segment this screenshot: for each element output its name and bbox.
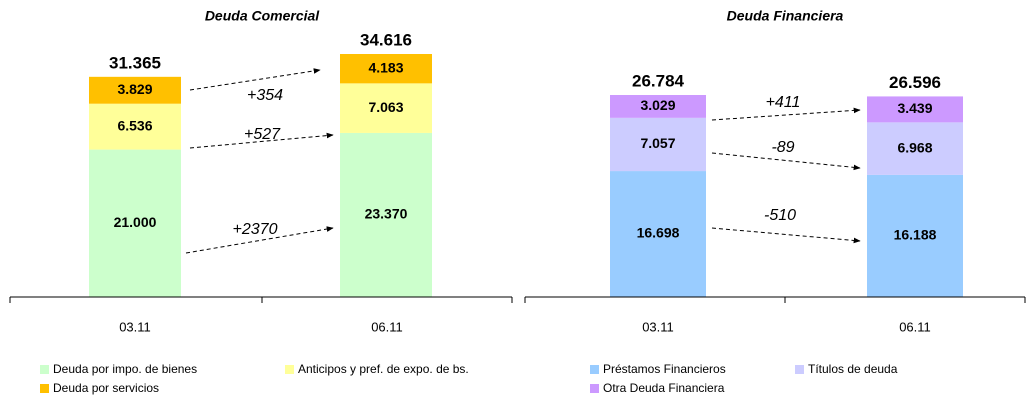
- data-label: 6.536: [117, 117, 152, 133]
- x-tick-label: 03.11: [119, 319, 151, 334]
- total-label: 31.365: [109, 53, 161, 72]
- bar-segment: [867, 122, 963, 175]
- arrow: [711, 152, 861, 171]
- legend-swatch: [40, 384, 49, 393]
- legend-label: Anticipos y pref. de expo. de bs.: [298, 362, 469, 376]
- total-label: 26.784: [632, 71, 685, 90]
- legend-swatch: [40, 365, 49, 374]
- annotation: +527: [244, 126, 281, 143]
- data-label: 3.029: [640, 97, 675, 113]
- legend-swatch: [590, 365, 599, 374]
- bar-segment: [610, 117, 706, 172]
- x-tick-label: 03.11: [642, 319, 674, 334]
- arrow: [189, 132, 334, 149]
- bar-segment: [89, 149, 181, 297]
- x-tick-label: 06.11: [899, 319, 931, 334]
- data-label: 23.370: [365, 206, 408, 222]
- legend-label: Otra Deuda Financiera: [603, 381, 725, 395]
- bar-segment: [610, 95, 706, 118]
- bar-segment: [340, 132, 432, 297]
- data-label: 4.183: [368, 59, 403, 75]
- data-label: 7.057: [640, 135, 675, 151]
- arrow: [185, 226, 334, 254]
- arrow: [189, 68, 321, 91]
- bar-segment: [340, 83, 432, 133]
- annotation: -510: [764, 207, 796, 224]
- bar-segment: [89, 103, 181, 150]
- annotation: -89: [771, 139, 794, 156]
- annotation: +2370: [233, 221, 278, 238]
- annotation: +354: [247, 87, 283, 104]
- bar-segment: [867, 96, 963, 123]
- data-label: 6.968: [897, 139, 932, 155]
- data-label: 3.439: [897, 100, 932, 116]
- data-label: 16.698: [637, 225, 680, 241]
- total-label: 34.616: [360, 30, 412, 49]
- legend-swatch: [285, 365, 294, 374]
- legend-swatch: [590, 384, 599, 393]
- data-label: 16.188: [894, 227, 937, 243]
- data-label: 7.063: [368, 99, 403, 115]
- legend-label: Deuda por servicios: [53, 381, 159, 395]
- arrow: [711, 107, 861, 121]
- bar-segment: [340, 54, 432, 84]
- legend-label: Deuda por impo. de bienes: [53, 362, 197, 376]
- bar-segment: [867, 174, 963, 297]
- arrow: [711, 227, 861, 244]
- data-label: 21.000: [114, 214, 157, 230]
- annotation: +411: [766, 94, 801, 111]
- total-label: 26.596: [889, 73, 941, 92]
- bar-segment: [89, 76, 181, 104]
- x-tick-label: 06.11: [371, 319, 403, 334]
- bar-segment: [610, 171, 706, 297]
- legend-swatch: [795, 365, 804, 374]
- chart-title: Deuda Comercial: [205, 8, 320, 24]
- data-label: 3.829: [117, 81, 152, 97]
- chart-title: Deuda Financiera: [727, 8, 844, 24]
- legend-label: Títulos de deuda: [808, 362, 898, 376]
- legend-label: Préstamos Financieros: [603, 362, 726, 376]
